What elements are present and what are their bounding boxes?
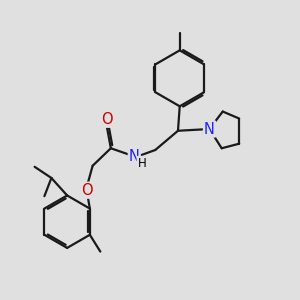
Text: O: O [101,112,112,127]
Text: H: H [138,157,146,170]
Text: O: O [81,183,93,198]
Text: N: N [129,149,140,164]
Text: N: N [204,122,215,136]
